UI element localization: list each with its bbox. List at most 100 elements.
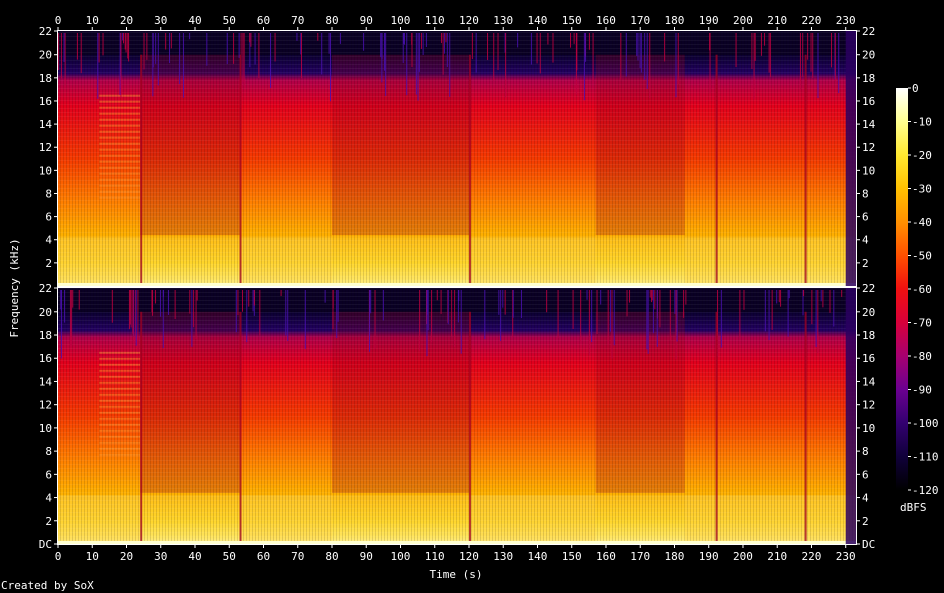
colorbar-tick-label: -70: [912, 317, 932, 330]
transient-streak: [72, 290, 74, 308]
y-axis-title: Frequency (kHz): [8, 238, 21, 337]
transient-streak: [760, 33, 762, 56]
x-tick-label: 0: [55, 550, 62, 563]
transient-streak: [300, 33, 302, 55]
y-tick-label: 22: [862, 282, 875, 295]
transient-streak: [170, 33, 172, 49]
transient-streak: [649, 33, 651, 98]
colorbar-tick-label: -50: [912, 250, 932, 263]
x-tick-label: 40: [188, 14, 201, 27]
section-boundary: [239, 54, 242, 286]
transient-streak: [788, 290, 790, 299]
y-tick-label: 4: [45, 234, 52, 247]
transient-streak: [274, 33, 276, 62]
transient-streak: [174, 290, 176, 319]
x-axis-bottom: 0 10 20 30 40 50 60 70 80 90 100 110 120 130 140 150 160…: [55, 544, 856, 563]
y-tick-label: 2: [45, 257, 52, 270]
transient-streak: [451, 290, 453, 337]
transient-streak: [254, 33, 256, 65]
transient-streak: [644, 33, 646, 80]
transient-streak: [676, 290, 678, 342]
transient-streak: [449, 33, 451, 97]
transient-streak: [443, 33, 445, 54]
transient-streak: [249, 33, 251, 68]
transient-streak: [418, 33, 420, 72]
transient-streak: [98, 33, 100, 63]
panel-frame: [57, 30, 857, 287]
transient-streak: [822, 290, 824, 308]
transient-streak: [709, 33, 711, 93]
x-tick-label: 130: [493, 550, 513, 563]
transient-streak: [206, 33, 208, 66]
transient-streak: [649, 290, 651, 298]
section-boundary: [140, 54, 143, 286]
y-tick-label: 22: [39, 282, 52, 295]
transient-streak: [250, 33, 252, 47]
transient-streak: [778, 290, 780, 303]
transient-streak: [152, 290, 154, 316]
transient-streak: [611, 290, 613, 359]
transient-streak: [370, 290, 372, 314]
colorbar-unit-label: dBFS: [900, 501, 927, 514]
transient-streak: [588, 33, 590, 50]
transient-streak: [233, 33, 235, 64]
y-tick-label: 4: [862, 234, 869, 247]
x-axis-title: Time (s): [430, 568, 483, 581]
x-tick-label: 60: [257, 14, 270, 27]
x-tick-label: 180: [665, 550, 685, 563]
transient-streak: [675, 33, 677, 98]
transient-streak: [317, 33, 319, 41]
x-axis-top: 0 10 20 30 40 50 60 70 80 90 100 110 120 130 140 150 160…: [55, 14, 856, 31]
transient-streak: [130, 290, 132, 328]
x-tick-label: 10: [86, 550, 99, 563]
transient-streak: [677, 33, 679, 85]
dc-line: [58, 541, 856, 544]
transient-streak: [607, 290, 609, 345]
texture-overlay: [58, 288, 856, 544]
fade-out: [845, 31, 856, 286]
transient-streak: [132, 290, 134, 343]
x-tick-label: 210: [767, 550, 787, 563]
colorbar-tick-label: 0: [912, 82, 919, 95]
y-tick-label: 10: [39, 164, 52, 177]
transient-streak: [252, 290, 254, 312]
transient-streak: [431, 290, 433, 343]
transient-streak: [780, 290, 782, 307]
transient-streak: [296, 33, 298, 41]
transient-streak: [664, 33, 666, 62]
y-tick-label: 16: [862, 95, 875, 108]
transient-streak: [119, 33, 121, 95]
transient-streak: [162, 290, 164, 349]
transient-streak: [165, 33, 167, 50]
transient-streak: [457, 290, 459, 323]
transient-streak: [419, 290, 421, 352]
transient-streak: [596, 290, 598, 334]
transient-streak: [536, 33, 538, 64]
transient-streak: [802, 33, 804, 77]
transient-streak: [422, 33, 424, 56]
y-tick-label: 10: [39, 422, 52, 435]
transient-streak: [591, 290, 593, 343]
colorbar-tick-label: -30: [912, 183, 932, 196]
transient-streak: [248, 290, 250, 307]
transient-streak: [321, 33, 323, 75]
x-tick-label: 230: [836, 14, 856, 27]
y-tick-label: 14: [39, 375, 53, 388]
y-tick-label: 8: [45, 187, 52, 200]
transient-streak: [191, 290, 193, 347]
transient-streak: [182, 33, 184, 98]
transient-streak: [124, 33, 126, 50]
transient-streak: [546, 290, 548, 313]
transient-streak: [402, 33, 404, 64]
transient-streak: [253, 290, 255, 306]
transient-streak: [235, 290, 237, 333]
transient-streak: [651, 290, 653, 301]
transient-streak: [403, 33, 405, 45]
transient-streak: [380, 33, 382, 58]
y-tick-label: 20: [862, 306, 875, 319]
x-tick-label: 150: [562, 550, 582, 563]
transient-streak: [709, 33, 711, 51]
fade-out: [845, 288, 856, 544]
transient-streak: [609, 290, 611, 332]
